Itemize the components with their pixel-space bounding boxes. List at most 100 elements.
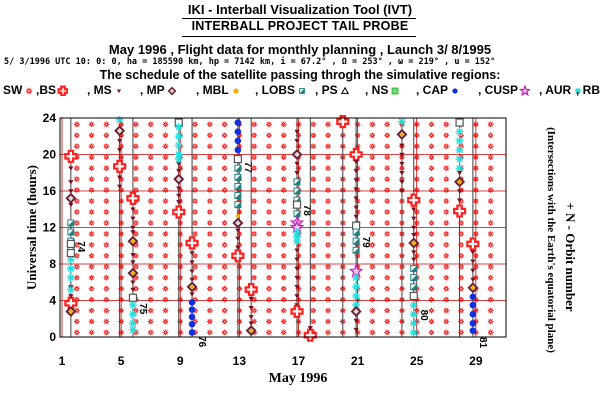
sw-marker [221,307,228,314]
sw-marker [310,132,317,139]
sw-marker [221,209,228,215]
sw-marker [280,318,287,325]
region-marker-ms [248,321,254,326]
region-marker-ms [130,287,136,293]
legend-label: ,BS [36,83,57,97]
region-marker-cap [234,119,242,126]
sw-marker [325,220,331,226]
legend-label: , CAP [416,83,449,97]
region-marker-aur [409,328,418,337]
sw-marker [325,274,331,281]
sw-marker [325,198,331,204]
y-tick-label: 4 [49,294,56,308]
sw-marker [325,263,331,270]
sw-marker [103,220,110,226]
sw-marker [251,274,257,281]
region-marker-ms [235,236,241,242]
sw-marker [206,252,213,259]
region-marker-aur [66,264,75,273]
sw-marker [443,285,450,292]
sw-marker [162,252,169,259]
sw-marker [310,154,317,161]
sw-marker [206,154,213,161]
sw-marker [266,318,272,325]
sw-marker [251,220,257,226]
sw-marker [147,252,154,259]
orbit-pass: 80 [407,118,429,337]
sw-marker [162,296,169,303]
sw-marker [310,242,317,248]
sw-marker [369,132,376,139]
orbit-number-label: 76 [196,336,207,348]
sw-marker [266,274,272,281]
sw-marker [280,165,287,171]
sw-marker [384,252,390,259]
sw-marker [88,329,95,336]
region-marker-mbl [236,213,240,218]
sw-marker [280,296,287,303]
sw-marker [206,242,213,248]
sw-marker [369,296,376,303]
orbit-pass [396,117,408,337]
orbit-pass [303,118,317,342]
y-tick-label: 0 [49,330,56,344]
sw-marker [147,198,154,204]
sw-marker [103,209,110,215]
sw-marker [162,318,169,325]
orbit-pass: 81 [466,118,488,349]
legend-symbol [299,87,305,94]
sw-marker [487,154,494,161]
sw-marker [103,296,110,303]
region-marker-lobs [234,182,242,190]
region-marker-ms [353,196,359,201]
sw-marker [192,198,198,204]
sw-marker [280,307,287,314]
sw-marker [428,198,435,204]
region-marker-ms [130,216,136,221]
region-marker-ms [68,202,74,208]
sw-marker [73,231,80,237]
x-tick-label: 1 [59,354,66,368]
sw-marker [266,307,272,314]
sw-marker [310,263,317,270]
sw-marker [280,329,287,336]
sw-marker [310,220,317,226]
region-marker-ms [353,187,359,192]
region-marker-mbl [69,309,73,314]
region-marker-aur [66,273,75,282]
region-marker-ms [248,315,254,320]
sw-marker [266,121,272,128]
sw-marker [133,154,139,161]
sw-marker [133,165,139,171]
sw-marker [384,296,390,303]
orbit-pass: 77 [231,118,253,337]
sw-marker [206,285,213,292]
sw-marker [266,176,272,182]
region-marker-aur [352,273,361,282]
region-marker-cap [469,310,477,318]
sw-marker [147,132,154,139]
half-square-icon [299,87,305,94]
sw-marker [73,285,80,292]
sw-marker [103,274,110,281]
sw-marker [443,329,450,336]
region-marker-lobs [352,237,360,245]
region-marker-aur [352,291,361,300]
sw-marker [266,154,272,161]
sw-marker [428,329,435,336]
triangle-outline-icon [340,86,349,94]
sw-marker [325,209,331,215]
sw-marker [384,274,390,281]
sw-marker [325,187,331,193]
sw-marker [88,242,95,248]
sw-marker [384,231,390,237]
plot-frame [59,117,507,338]
region-marker-lobs [352,228,360,236]
sw-marker [162,176,169,182]
legend-label: , CUSP [478,83,519,97]
sw-marker [487,198,494,204]
sw-marker [443,132,450,139]
sw-marker [280,154,287,161]
dot-icon [233,87,239,94]
sw-marker [221,187,228,193]
